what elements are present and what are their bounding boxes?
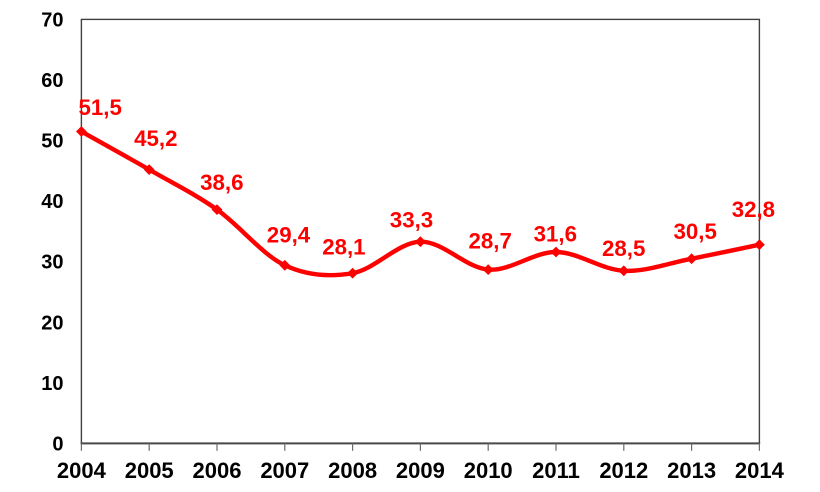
svg-text:60: 60 [41, 70, 63, 92]
svg-text:51,5: 51,5 [78, 95, 121, 120]
svg-text:2007: 2007 [260, 458, 309, 483]
svg-text:2006: 2006 [193, 458, 242, 483]
svg-text:2011: 2011 [532, 458, 580, 483]
svg-text:31,6: 31,6 [534, 221, 577, 246]
svg-text:28,1: 28,1 [322, 235, 365, 260]
svg-text:0: 0 [52, 433, 63, 455]
svg-text:28,7: 28,7 [468, 229, 511, 254]
svg-text:2013: 2013 [667, 458, 716, 483]
svg-text:32,8: 32,8 [732, 197, 775, 222]
svg-text:2005: 2005 [125, 458, 174, 483]
svg-text:2008: 2008 [328, 458, 377, 483]
svg-text:30: 30 [41, 252, 63, 274]
svg-text:40: 40 [41, 191, 63, 213]
svg-text:33,3: 33,3 [390, 208, 433, 233]
svg-text:50: 50 [41, 131, 63, 153]
svg-text:2004: 2004 [57, 458, 107, 483]
svg-text:38,6: 38,6 [200, 170, 243, 195]
svg-text:20: 20 [41, 312, 63, 334]
svg-text:10: 10 [41, 373, 63, 395]
svg-text:70: 70 [41, 9, 63, 31]
svg-text:2010: 2010 [464, 458, 513, 483]
svg-text:28,5: 28,5 [602, 236, 645, 261]
svg-text:2012: 2012 [599, 458, 648, 483]
svg-text:30,5: 30,5 [673, 219, 716, 244]
svg-text:2014: 2014 [735, 458, 785, 483]
svg-text:45,2: 45,2 [134, 126, 177, 151]
svg-text:2009: 2009 [396, 458, 445, 483]
svg-text:29,4: 29,4 [267, 223, 311, 248]
